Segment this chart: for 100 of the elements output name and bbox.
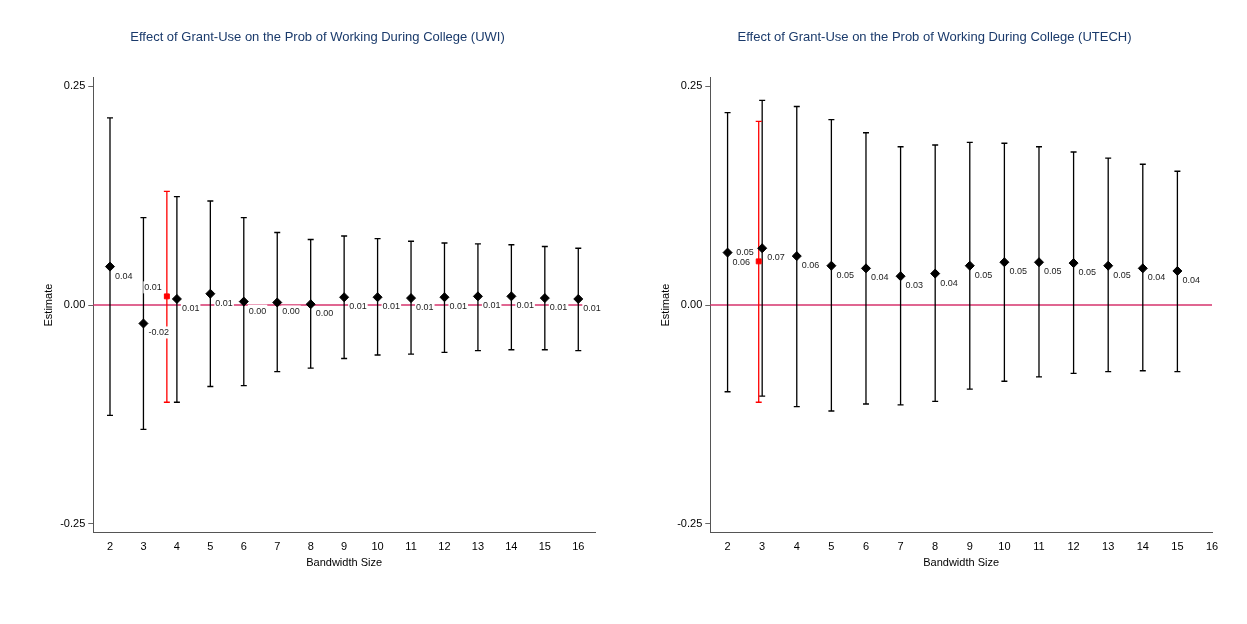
data-label: 0.00 xyxy=(282,306,300,317)
point xyxy=(895,271,906,282)
point xyxy=(105,261,115,272)
x-tick-label: 4 xyxy=(793,540,800,553)
x-tick-label: 5 xyxy=(207,540,214,553)
point xyxy=(964,260,975,271)
data-label: 0.01 xyxy=(144,282,162,293)
x-tick-label: 8 xyxy=(932,540,939,553)
point xyxy=(138,318,149,329)
y-tick-label: 0.00 xyxy=(63,298,86,311)
point xyxy=(930,268,941,279)
x-tick-label: 14 xyxy=(1136,540,1149,553)
x-tick-label: 10 xyxy=(371,540,384,553)
point xyxy=(755,258,762,265)
point xyxy=(539,293,550,304)
point xyxy=(506,291,517,302)
x-tick-label: 16 xyxy=(572,540,585,553)
data-label: 0.03 xyxy=(905,280,924,291)
data-label: 0.04 xyxy=(115,270,133,281)
x-tick-label: 13 xyxy=(1102,540,1115,553)
data-label: 0.01 xyxy=(482,300,501,311)
x-tick-label: 16 xyxy=(1205,540,1219,553)
data-label: 0.04 xyxy=(940,277,958,288)
y-tick-label: 0.25 xyxy=(63,79,86,92)
point xyxy=(757,243,768,254)
data-label: 0.05 xyxy=(736,247,754,258)
x-tick-label: 3 xyxy=(759,540,766,553)
data-label: 0.01 xyxy=(349,301,367,312)
data-label: 0.05 xyxy=(1009,266,1027,277)
y-tick-label: 0.25 xyxy=(680,79,703,92)
data-label: 0.04 xyxy=(1147,272,1166,283)
data-label: 0.06 xyxy=(801,260,820,271)
data-label: 0.01 xyxy=(181,302,200,313)
point xyxy=(372,292,383,303)
point xyxy=(339,292,350,303)
x-tick-label: 15 xyxy=(1171,540,1184,553)
data-label: 0.04 xyxy=(870,272,889,283)
x-axis-title: Bandwidth Size xyxy=(306,556,383,569)
data-label: -0.02 xyxy=(148,327,169,338)
data-label: 0.00 xyxy=(315,308,334,319)
point xyxy=(163,293,170,300)
x-axis-title: Bandwidth Size xyxy=(923,556,1000,569)
chart-title: Effect of Grant-Use on the Prob of Working During College (UTECH) xyxy=(737,29,1132,45)
x-tick-label: 10 xyxy=(998,540,1011,553)
data-label: 0.05 xyxy=(974,269,993,280)
x-tick-label: 14 xyxy=(505,540,518,553)
point xyxy=(305,299,316,310)
data-label: 0.05 xyxy=(1078,267,1097,278)
y-axis-title: Estimate xyxy=(658,283,671,327)
data-label: 0.01 xyxy=(516,300,534,311)
x-tick-label: 7 xyxy=(274,540,281,553)
point xyxy=(238,296,249,307)
point xyxy=(999,257,1010,268)
data-label: 0.01 xyxy=(382,301,401,312)
y-tick-label: 0.00 xyxy=(680,298,703,311)
y-tick-label: -0.25 xyxy=(677,516,703,529)
x-tick-label: 7 xyxy=(897,540,904,553)
data-label: 0.01 xyxy=(583,302,601,313)
point xyxy=(171,293,182,304)
x-tick-label: 15 xyxy=(538,540,551,553)
data-label: 0.05 xyxy=(1043,266,1062,277)
data-label: 0.01 xyxy=(549,302,568,313)
x-tick-label: 2 xyxy=(724,540,731,553)
data-label: 0.07 xyxy=(767,252,785,263)
x-tick-label: 6 xyxy=(862,540,870,553)
x-tick-label: 11 xyxy=(405,540,417,553)
chart-title: Effect of Grant-Use on the Prob of Working During College (UWI) xyxy=(130,29,505,45)
point xyxy=(439,292,450,303)
point xyxy=(722,247,733,258)
point xyxy=(205,288,216,299)
x-tick-label: 9 xyxy=(341,540,348,553)
data-label: 0.01 xyxy=(215,297,233,308)
point xyxy=(1103,260,1114,271)
x-tick-label: 4 xyxy=(173,540,180,553)
x-tick-label: 8 xyxy=(307,540,314,553)
x-tick-label: 12 xyxy=(1067,540,1080,553)
data-label: 0.05 xyxy=(836,269,854,280)
y-axis-title: Estimate xyxy=(41,283,54,327)
point xyxy=(573,293,584,304)
point xyxy=(860,263,871,274)
point xyxy=(272,297,283,308)
point xyxy=(826,260,837,271)
point xyxy=(406,293,417,304)
x-tick-label: 9 xyxy=(966,540,973,553)
point xyxy=(1137,263,1148,274)
point xyxy=(1172,265,1183,276)
data-label: 0.06 xyxy=(732,256,751,267)
point xyxy=(1033,257,1044,268)
x-tick-label: 5 xyxy=(828,540,835,553)
x-tick-label: 13 xyxy=(471,540,485,553)
x-tick-label: 6 xyxy=(240,540,247,553)
x-tick-label: 2 xyxy=(106,540,114,553)
point xyxy=(472,291,483,302)
x-tick-label: 3 xyxy=(140,540,147,553)
y-tick-label: -0.25 xyxy=(60,516,86,529)
data-label: 0.04 xyxy=(1182,274,1200,285)
point xyxy=(791,251,802,262)
point xyxy=(1068,258,1079,269)
data-label: 0.05 xyxy=(1113,269,1131,280)
x-tick-label: 12 xyxy=(438,540,451,553)
